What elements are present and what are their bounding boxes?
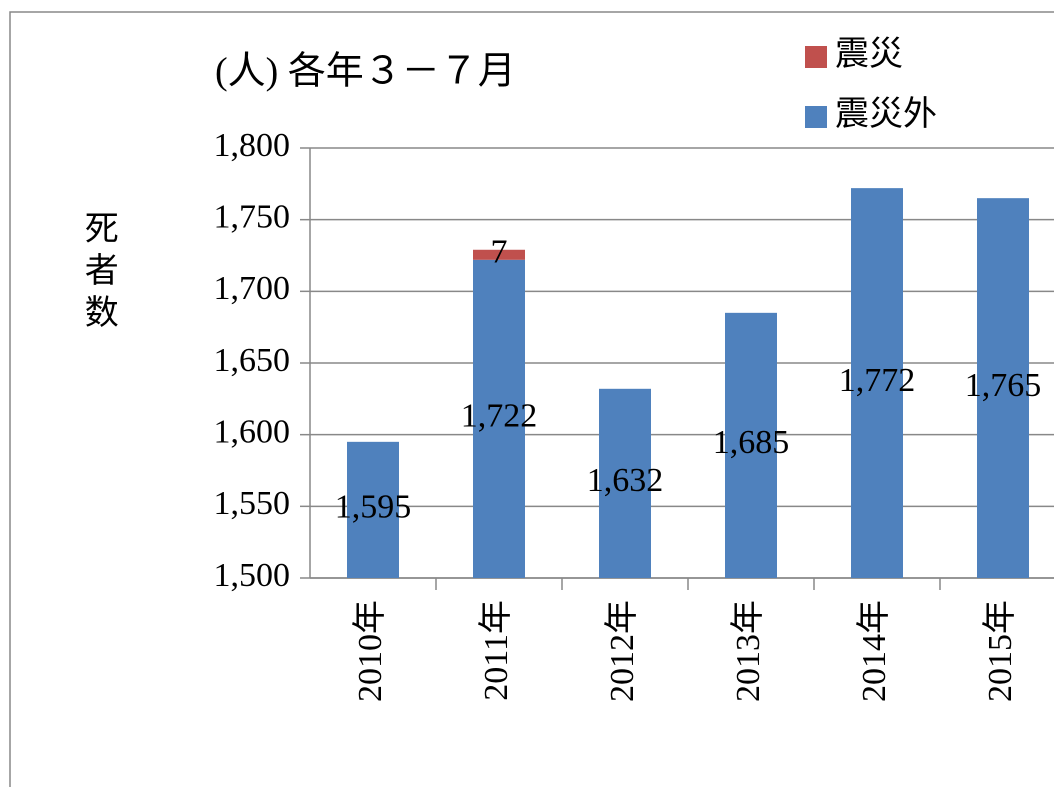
y-axis-label: 死者数 [79,210,117,336]
data-label: 1,632 [587,462,664,499]
bar-segment [347,441,399,578]
data-label: 1,722 [461,398,538,435]
data-label: 1,595 [335,489,412,526]
y-tick-label: 1,800 [214,127,291,164]
bar-segment [725,312,777,578]
x-tick-label: 2013年 [729,600,767,702]
y-tick-label: 1,750 [214,198,291,235]
y-tick-label: 1,550 [214,485,291,522]
data-label: 1,685 [713,424,790,461]
data-label: 1,772 [839,362,916,399]
x-tick-label: 2014年 [855,600,893,702]
legend-swatch [805,46,827,68]
bar-segment [977,198,1029,578]
y-tick-label: 1,500 [214,557,291,594]
y-tick-label: 1,600 [214,413,291,450]
data-label: 7 [491,234,508,271]
legend-label: 震災 [835,36,903,73]
chart-frame [9,11,1054,787]
y-tick-label: 1,650 [214,342,291,379]
y-tick-label: 1,700 [214,270,291,307]
bar-segment [851,188,903,578]
legend-label: 震災外 [835,95,937,133]
bar-segment [599,388,651,578]
legend-swatch [805,106,827,128]
x-tick-label: 2012年 [603,600,641,702]
bar-segment [473,259,525,578]
x-tick-label: 2010年 [351,600,389,702]
chart-title: (人) 各年３－７月 [215,51,516,93]
data-label: 1,765 [965,367,1042,404]
bar-segment [473,249,525,260]
x-tick-label: 2015年 [981,600,1019,702]
x-tick-label: 2011年 [477,600,515,701]
